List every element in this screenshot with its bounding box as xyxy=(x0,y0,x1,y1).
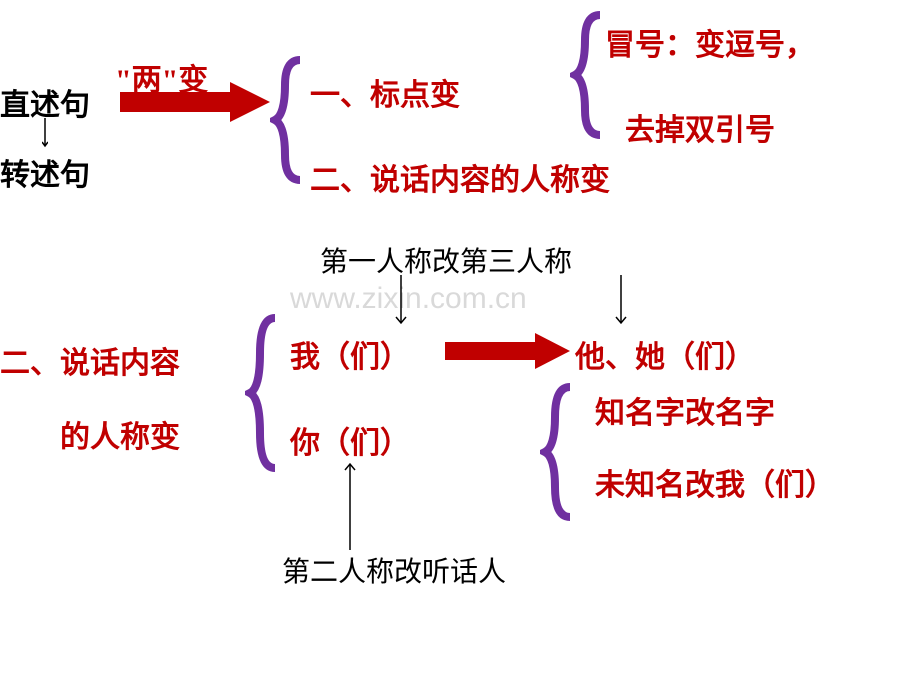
brace-2 xyxy=(570,10,610,140)
arrow-down-1 xyxy=(394,275,408,330)
section2a-label: 二、说话内容 xyxy=(0,338,180,382)
section2b-label: 的人称变 xyxy=(60,412,180,456)
reported-sentence-label: 转述句 xyxy=(0,150,90,194)
known-name-label: 知名字改名字 xyxy=(595,388,775,432)
connector-line-1 xyxy=(42,118,48,152)
brace-1 xyxy=(270,55,310,185)
note-second-person: 第二人称改听话人 xyxy=(282,550,506,590)
wo-men-label: 我（们） xyxy=(290,332,410,376)
point1-label: 一、标点变 xyxy=(310,70,460,114)
brace-3 xyxy=(245,313,285,473)
arrow-up xyxy=(343,458,357,550)
point2-label: 二、说话内容的人称变 xyxy=(310,155,610,199)
arrow-down-2 xyxy=(614,275,628,330)
arrow-main-1 xyxy=(120,82,270,122)
quote-rule-label: 去掉双引号 xyxy=(625,105,775,149)
watermark: www.zixin.com.cn xyxy=(290,282,527,316)
colon-rule-label: 冒号：变逗号， xyxy=(605,20,815,64)
unknown-name-label: 未知名改我（们） xyxy=(595,460,835,504)
arrow-main-2 xyxy=(445,333,570,369)
ni-men-label: 你（们） xyxy=(290,418,410,462)
brace-4 xyxy=(540,382,580,522)
ta-men-label: 他、她（们） xyxy=(575,332,755,376)
note-first-person: 第一人称改第三人称 xyxy=(320,240,572,280)
